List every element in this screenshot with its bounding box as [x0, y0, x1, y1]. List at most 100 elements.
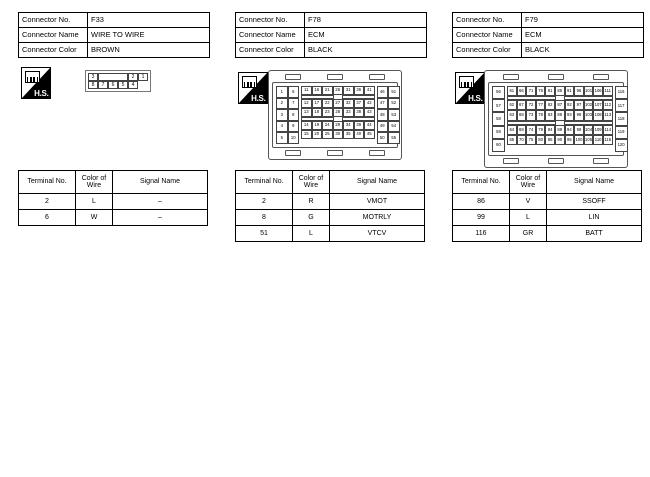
pin-cell: 61	[507, 86, 517, 97]
pin-cell: 10	[287, 132, 299, 144]
pin-cell: 86	[554, 86, 565, 97]
pin-cell: 6	[108, 81, 118, 89]
latch-tab	[285, 149, 301, 156]
pin-cell: 79	[535, 124, 546, 135]
pin-cell: 84	[545, 124, 555, 135]
pin-cell: 26	[332, 86, 343, 95]
pin-cell: 44	[364, 121, 375, 130]
info-label: Connector No.	[18, 12, 88, 28]
header-terminal-no: Terminal No.	[235, 170, 293, 194]
pin-cell: 16	[311, 86, 322, 95]
pin-row: 11 16 21 26 31 36 41	[301, 86, 375, 95]
pin-row: 3 2 1	[88, 73, 148, 81]
pin-cell: 78	[535, 110, 546, 121]
pin-cell: 54	[388, 120, 400, 132]
info-row: Connector Name WIRE TO WIRE	[18, 27, 210, 43]
pin-cell: 83	[545, 110, 555, 121]
info-value: F79	[521, 12, 644, 28]
keyway-bar	[301, 117, 334, 121]
info-label: Connector Name	[452, 27, 522, 43]
pin-cell: 70	[516, 134, 527, 145]
pin-cell: 98	[574, 110, 584, 121]
pin-cell: 37	[353, 99, 364, 108]
info-row: Connector Color BLACK	[235, 42, 427, 58]
pin-cell: 1	[276, 86, 288, 98]
pin-row: 13 18 23 28 33 38 43	[301, 108, 375, 117]
pin-cell: 117	[614, 99, 628, 113]
pin-cell: 45	[364, 130, 375, 139]
pin-cell: 19	[311, 121, 322, 130]
info-label: Connector Name	[18, 27, 88, 43]
pin-middle-block: 61 66 71 76 81 86 91 96 101 106 111 62 67 72 77 82 87 92 9…	[507, 86, 613, 152]
info-label: Connector Color	[235, 42, 305, 58]
pin-cell: 14	[301, 121, 312, 130]
pin-cell: 119	[614, 125, 628, 139]
pin-cell: 22	[322, 99, 333, 108]
pin-cell: 4	[276, 120, 288, 132]
info-value: BLACK	[304, 42, 427, 58]
pin-cell: 87	[554, 100, 565, 111]
pin-cell: 115	[602, 134, 613, 145]
header-signal-name: Signal Name	[112, 170, 208, 194]
pin-cell: 23	[322, 108, 333, 117]
pin-cell: 72	[526, 100, 536, 111]
header-color-of-wire: Color of Wire	[75, 170, 113, 194]
pin-cell: 5	[276, 132, 288, 144]
pin-cell: 116	[614, 86, 628, 100]
badge-connector-icon	[25, 70, 40, 83]
latch-tab	[502, 157, 519, 164]
cell-terminal-no: 51	[235, 225, 293, 242]
pin-cell: 2	[128, 73, 138, 81]
keyway-bar	[563, 96, 613, 101]
pin-row: 15 20 25 30 35 40 45	[301, 130, 375, 139]
connector-info-table: Connector No. F33 Connector Name WIRE TO…	[18, 12, 210, 58]
header-signal-name: Signal Name	[546, 170, 642, 194]
keyway-bar	[507, 96, 556, 101]
pin-row: 8 7 6 5 4	[88, 81, 148, 89]
cell-signal-name: SSOFF	[546, 193, 642, 210]
keyway-bar	[341, 117, 375, 121]
badge-label: H.S.	[251, 93, 266, 103]
keyway-bars	[301, 117, 375, 121]
info-value: ECM	[521, 27, 644, 43]
pin-cell: 15	[301, 130, 312, 139]
pin-cell: 66	[516, 86, 527, 97]
cell-wire-color: GR	[509, 225, 547, 242]
pin-row: 64 69 74 79 84 89 94 99 104 109 114	[507, 124, 613, 135]
pin-cell: 8	[88, 81, 98, 89]
connector-panel-f79: Connector No. F79 Connector Name ECM Con…	[452, 12, 644, 58]
cell-terminal-no: 6	[18, 209, 76, 226]
pin-cell: 114	[602, 124, 613, 135]
pin-cell: 40	[353, 130, 364, 139]
connector-pinout-f79: 56 57 58 59 60 61 66 71 76 81 86 91 96 101 106 111 62 67…	[484, 70, 628, 168]
pin-cell: 62	[507, 100, 517, 111]
badge-connector-icon	[459, 75, 474, 88]
info-value: F33	[87, 12, 210, 28]
pin-cell: 49	[376, 120, 388, 132]
cell-signal-name: –	[112, 193, 208, 210]
cell-wire-color: V	[509, 193, 547, 210]
pin-row: 63 68 73 78 83 88 93 98 103 108 113	[507, 110, 613, 121]
pin-cell: 101	[583, 86, 594, 97]
pin-cell: 33	[343, 108, 354, 117]
pin-cell: 109	[593, 124, 603, 135]
pin-cell: 53	[388, 109, 400, 121]
info-row: Connector Name ECM	[452, 27, 644, 43]
keyway-bar	[563, 120, 613, 125]
table-header-row: Terminal No. Color of Wire Signal Name	[452, 170, 642, 194]
info-value: F78	[304, 12, 427, 28]
info-row: Connector No. F33	[18, 12, 210, 28]
pin-row: 61 66 71 76 81 86 91 96 101 106 111	[507, 86, 613, 97]
pin-cell: 47	[376, 97, 388, 109]
pin-cell: 29	[332, 121, 343, 130]
badge-connector-icon	[242, 75, 257, 88]
pin-row: 14 19 24 29 34 39 44	[301, 121, 375, 130]
pin-middle-block: 11 16 21 26 31 36 41 12 17 22 27 32 37 42 13 18 23 28 33 38…	[301, 86, 375, 144]
pin-cell: 13	[301, 108, 312, 117]
info-value: BROWN	[87, 42, 210, 58]
pin-cell: 8	[287, 109, 299, 121]
pin-column-right-2: 51 52 53 54 55	[388, 86, 400, 144]
